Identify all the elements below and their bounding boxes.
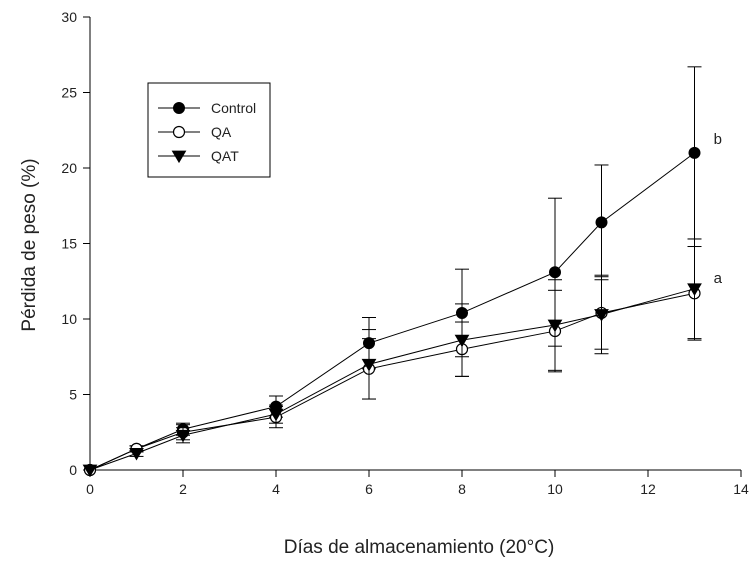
data-point: [82, 464, 98, 478]
y-tick-label: 20: [61, 160, 77, 176]
legend-item-qat: QAT: [158, 148, 239, 164]
x-tick-label: 14: [733, 481, 749, 497]
significance-label: b: [714, 131, 722, 148]
x-tick-label: 12: [640, 481, 656, 497]
data-point: [268, 408, 284, 422]
y-tick-label: 5: [69, 387, 77, 403]
x-tick-label: 10: [547, 481, 563, 497]
legend-label: Control: [211, 100, 256, 116]
data-point: [595, 216, 608, 229]
data-point: [454, 334, 470, 348]
legend-marker: [172, 125, 186, 139]
data-point: [687, 283, 702, 296]
legend-item-qa: QA: [158, 124, 232, 140]
x-tick-label: 8: [458, 481, 466, 497]
y-tick-label: 25: [61, 85, 77, 101]
data-point: [547, 319, 563, 333]
legend-label: QAT: [211, 148, 239, 164]
legend-label: QA: [211, 124, 232, 140]
y-ticks: 0 5 10 15 20 25 30: [61, 9, 90, 478]
data-point: [361, 358, 377, 372]
x-tick-label: 6: [365, 481, 373, 497]
x-ticks: 0 2 4 6 8 10 12 14: [86, 470, 749, 497]
plot-area: 0 2 4 6 8 10 12 14 0 5 10 15 20 25 30: [61, 9, 749, 497]
x-tick-label: 2: [179, 481, 187, 497]
data-point: [549, 266, 561, 279]
y-tick-label: 30: [61, 9, 77, 25]
legend-box: [147, 82, 271, 178]
y-tick-label: 10: [61, 311, 77, 327]
legend-item-control: Control: [158, 100, 256, 116]
y-axis-title: Pérdida de peso (%): [19, 158, 40, 331]
data-point: [688, 146, 701, 159]
y-tick-label: 0: [69, 462, 77, 478]
data-point: [129, 448, 144, 461]
legend-marker: [171, 150, 187, 164]
x-tick-label: 0: [86, 481, 94, 497]
data-point: [175, 429, 191, 443]
series-line: [89, 292, 695, 471]
data-point: [594, 309, 609, 322]
y-tick-label: 15: [61, 236, 77, 252]
series-qat: [82, 238, 702, 478]
series-layer: [82, 66, 702, 478]
annotations: ba: [714, 131, 723, 287]
legend: Control QA QAT: [147, 82, 271, 178]
x-tick-label: 4: [272, 481, 280, 497]
legend-marker: [173, 102, 185, 114]
series-qa: [83, 246, 702, 477]
x-axis-title: Días de almacenamiento (20°C): [284, 537, 555, 558]
significance-label: a: [714, 270, 723, 287]
